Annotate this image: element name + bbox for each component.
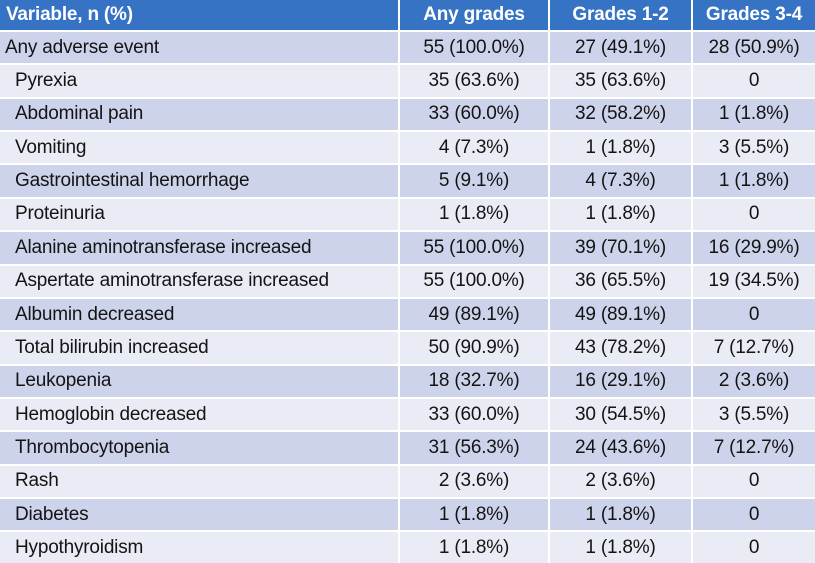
variable-cell: Vomiting	[0, 132, 400, 166]
variable-cell: Rash	[0, 465, 400, 500]
table-row: Vomiting 4 (7.3%) 1 (1.8%) 3 (5.5%)	[0, 132, 815, 166]
grades-3-4-cell: 0	[693, 198, 815, 233]
variable-cell: Gastrointestinal hemorrhage	[0, 165, 400, 199]
grades-3-4-cell: 7 (12.7%)	[693, 432, 815, 466]
variable-cell: Hypothyroidism	[0, 532, 400, 563]
table-row: Abdominal pain 33 (60.0%) 32 (58.2%) 1 (…	[0, 98, 815, 133]
grades-1-2-cell: 4 (7.3%)	[550, 165, 693, 199]
grades-1-2-cell: 32 (58.2%)	[550, 98, 693, 133]
variable-cell: Abdominal pain	[0, 98, 400, 133]
table-row: Hypothyroidism 1 (1.8%) 1 (1.8%) 0	[0, 532, 815, 563]
any-grades-cell: 55 (100.0%)	[400, 232, 550, 266]
grades-3-4-cell: 0	[693, 532, 815, 563]
any-grades-cell: 50 (90.9%)	[400, 332, 550, 366]
table-row: Rash 2 (3.6%) 2 (3.6%) 0	[0, 465, 815, 500]
any-grades-cell: 5 (9.1%)	[400, 165, 550, 199]
any-grades-cell: 55 (100.0%)	[400, 265, 550, 299]
variable-cell: Alanine aminotransferase increased	[0, 232, 400, 266]
grades-1-2-cell: 35 (63.6%)	[550, 65, 693, 99]
grades-3-4-cell: 19 (34.5%)	[693, 265, 815, 299]
table-row: Diabetes 1 (1.8%) 1 (1.8%) 0	[0, 499, 815, 533]
grades-3-4-cell: 2 (3.6%)	[693, 365, 815, 399]
header-grades-1-2: Grades 1-2	[550, 0, 693, 32]
header-row: Variable, n (%) Any grades Grades 1-2 Gr…	[0, 0, 815, 32]
table-row: Thrombocytopenia 31 (56.3%) 24 (43.6%) 7…	[0, 432, 815, 466]
any-grades-cell: 33 (60.0%)	[400, 98, 550, 133]
table-row: Leukopenia 18 (32.7%) 16 (29.1%) 2 (3.6%…	[0, 365, 815, 399]
table-header: Variable, n (%) Any grades Grades 1-2 Gr…	[0, 0, 815, 32]
grades-1-2-cell: 36 (65.5%)	[550, 265, 693, 299]
grades-3-4-cell: 28 (50.9%)	[693, 32, 815, 66]
header-grades-3-4: Grades 3-4	[693, 0, 815, 32]
grades-1-2-cell: 1 (1.8%)	[550, 499, 693, 533]
table-row: Hemoglobin decreased 33 (60.0%) 30 (54.5…	[0, 398, 815, 433]
grades-3-4-cell: 0	[693, 298, 815, 333]
grades-1-2-cell: 39 (70.1%)	[550, 232, 693, 266]
any-grades-cell: 1 (1.8%)	[400, 532, 550, 563]
grades-3-4-cell: 0	[693, 465, 815, 500]
table-row: Total bilirubin increased 50 (90.9%) 43 …	[0, 332, 815, 366]
table-row: Proteinuria 1 (1.8%) 1 (1.8%) 0	[0, 198, 815, 233]
any-grades-cell: 1 (1.8%)	[400, 499, 550, 533]
grades-3-4-cell: 7 (12.7%)	[693, 332, 815, 366]
table-row: Gastrointestinal hemorrhage 5 (9.1%) 4 (…	[0, 165, 815, 199]
grades-1-2-cell: 24 (43.6%)	[550, 432, 693, 466]
any-grades-cell: 1 (1.8%)	[400, 198, 550, 233]
table-body: Any adverse event 55 (100.0%) 27 (49.1%)…	[0, 32, 815, 563]
grades-1-2-cell: 1 (1.8%)	[550, 532, 693, 563]
variable-cell: Aspertate aminotransferase increased	[0, 265, 400, 299]
any-grades-cell: 49 (89.1%)	[400, 298, 550, 333]
variable-cell: Albumin decreased	[0, 298, 400, 333]
any-grades-cell: 2 (3.6%)	[400, 465, 550, 500]
header-variable: Variable, n (%)	[0, 0, 400, 32]
variable-cell: Pyrexia	[0, 65, 400, 99]
grades-1-2-cell: 2 (3.6%)	[550, 465, 693, 500]
table-row: Albumin decreased 49 (89.1%) 49 (89.1%) …	[0, 298, 815, 333]
variable-cell: Total bilirubin increased	[0, 332, 400, 366]
table-row: Any adverse event 55 (100.0%) 27 (49.1%)…	[0, 32, 815, 66]
grades-1-2-cell: 49 (89.1%)	[550, 298, 693, 333]
table-row: Alanine aminotransferase increased 55 (1…	[0, 232, 815, 266]
variable-cell: Thrombocytopenia	[0, 432, 400, 466]
grades-1-2-cell: 30 (54.5%)	[550, 398, 693, 433]
any-grades-cell: 4 (7.3%)	[400, 132, 550, 166]
grades-3-4-cell: 1 (1.8%)	[693, 98, 815, 133]
variable-cell: Proteinuria	[0, 198, 400, 233]
table-row: Aspertate aminotransferase increased 55 …	[0, 265, 815, 299]
grades-3-4-cell: 1 (1.8%)	[693, 165, 815, 199]
variable-cell: Diabetes	[0, 499, 400, 533]
variable-cell: Hemoglobin decreased	[0, 398, 400, 433]
variable-cell: Leukopenia	[0, 365, 400, 399]
variable-cell: Any adverse event	[0, 32, 400, 66]
grades-1-2-cell: 1 (1.8%)	[550, 198, 693, 233]
any-grades-cell: 31 (56.3%)	[400, 432, 550, 466]
header-any-grades: Any grades	[400, 0, 550, 32]
grades-1-2-cell: 1 (1.8%)	[550, 132, 693, 166]
any-grades-cell: 33 (60.0%)	[400, 398, 550, 433]
grades-1-2-cell: 16 (29.1%)	[550, 365, 693, 399]
any-grades-cell: 55 (100.0%)	[400, 32, 550, 66]
grades-1-2-cell: 43 (78.2%)	[550, 332, 693, 366]
grades-3-4-cell: 0	[693, 499, 815, 533]
table-row: Pyrexia 35 (63.6%) 35 (63.6%) 0	[0, 65, 815, 99]
any-grades-cell: 35 (63.6%)	[400, 65, 550, 99]
grades-3-4-cell: 3 (5.5%)	[693, 398, 815, 433]
grades-3-4-cell: 16 (29.9%)	[693, 232, 815, 266]
grades-1-2-cell: 27 (49.1%)	[550, 32, 693, 66]
grades-3-4-cell: 3 (5.5%)	[693, 132, 815, 166]
any-grades-cell: 18 (32.7%)	[400, 365, 550, 399]
grades-3-4-cell: 0	[693, 65, 815, 99]
